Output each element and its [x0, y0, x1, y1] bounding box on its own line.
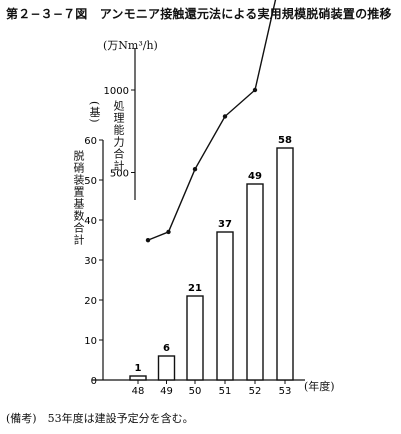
- left-tick-label: 60: [84, 136, 97, 147]
- right-axis-title: 処理能力合計: [112, 100, 125, 172]
- capacity-line: [145, 0, 277, 243]
- x-tick-label: 51: [219, 386, 232, 397]
- note: (備考) 53年度は建設予定分を含む。: [6, 412, 194, 425]
- capacity-point: [252, 87, 258, 93]
- x-tick-label: 49: [160, 386, 173, 397]
- x-tick-label: 50: [189, 386, 202, 397]
- left-axis-title: 脱硝装置基数合計: [72, 150, 85, 246]
- left-tick-label: 30: [84, 256, 97, 267]
- bar-value-label: 58: [278, 135, 292, 146]
- bar: [129, 375, 147, 381]
- figure-title: 第２−３−７図 アンモニア接触還元法による実用規模脱硝装置の推移: [6, 7, 392, 21]
- x-tick-label: 48: [132, 386, 145, 397]
- bar: [157, 355, 176, 381]
- left-tick-label: 10: [84, 336, 97, 347]
- right-tick-label: 1000: [104, 86, 129, 97]
- left-tick-label: 20: [84, 296, 97, 307]
- capacity-point: [192, 167, 198, 172]
- capacity-series-line: [147, 0, 277, 241]
- left-tick-label: 50: [84, 176, 97, 187]
- bar: [276, 147, 294, 381]
- bar-value-label: 21: [188, 283, 202, 294]
- x-tick-label: 52: [249, 386, 262, 397]
- left-tick-label: 40: [84, 216, 97, 227]
- x-axis-unit: (年度): [304, 380, 335, 393]
- x-tick-label: 53: [279, 386, 292, 397]
- bar: [186, 295, 204, 381]
- bar-value-label: 1: [135, 363, 142, 374]
- capacity-point: [166, 229, 171, 235]
- bar-value-label: 49: [248, 171, 262, 182]
- left-axis-unit: (基): [88, 101, 101, 124]
- bar: [246, 183, 264, 381]
- right-axis-unit: (万Nm³/h): [103, 39, 158, 52]
- bar-value-label: 37: [218, 219, 232, 230]
- right-tick-label: 500: [110, 169, 129, 180]
- tick-labels: 0 10 20 30 40 50 60 500 1000 48 49 50 51 52 53: [84, 86, 291, 397]
- bar-value-label: 6: [163, 343, 170, 354]
- bar-labels: 1 6 21 37 49 58: [135, 135, 292, 374]
- capacity-point: [145, 237, 151, 243]
- bar: [216, 231, 234, 381]
- capacity-point: [222, 114, 228, 119]
- bars: [129, 147, 294, 381]
- left-tick-label: 0: [91, 376, 97, 387]
